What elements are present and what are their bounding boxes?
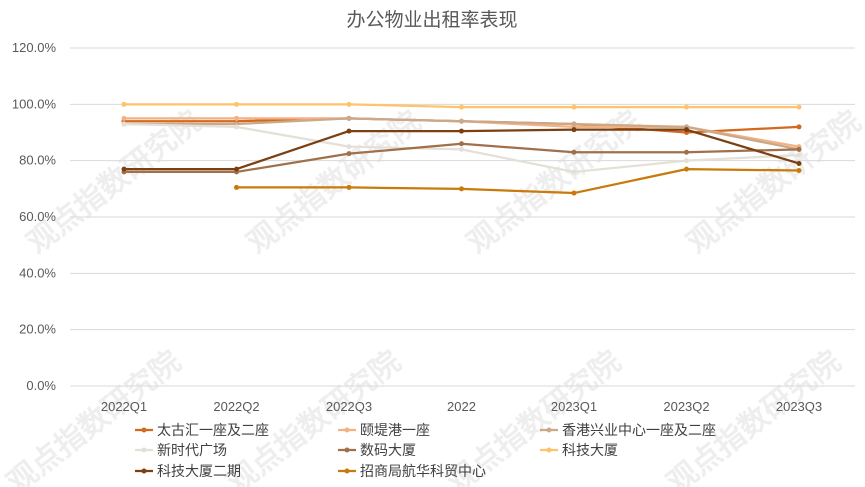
- x-tick-label: 2023Q1: [551, 399, 597, 414]
- series-line: [235, 167, 801, 195]
- legend-marker: [344, 468, 350, 474]
- y-tick-label: 20.0%: [19, 322, 56, 337]
- data-point: [121, 166, 127, 172]
- x-tick-label: 2022: [447, 399, 476, 414]
- y-axis-ticks: 0.0% 20.0% 40.0% 60.0% 80.0% 100.0% 120.0%: [12, 40, 57, 393]
- data-point: [121, 121, 127, 127]
- legend-label: 太古汇一座及二座: [157, 423, 269, 439]
- y-tick-label: 80.0%: [19, 153, 56, 168]
- chart-title: 办公物业出租率表现: [346, 9, 517, 31]
- data-point: [571, 127, 577, 133]
- legend-marker: [141, 468, 147, 474]
- watermark-text: 观点指数研究院: [21, 104, 208, 261]
- data-point: [684, 104, 689, 110]
- data-point: [346, 115, 352, 121]
- legend-label: 颐堤港一座: [360, 423, 430, 439]
- data-point: [459, 141, 464, 147]
- legend-label: 科技大厦二期: [157, 464, 241, 480]
- x-tick-label: 2022Q1: [101, 399, 147, 414]
- legend-label: 新时代广场: [157, 443, 227, 459]
- legend-marker: [141, 427, 147, 433]
- data-point: [459, 146, 464, 152]
- data-point: [346, 184, 352, 190]
- legend-marker: [141, 447, 147, 453]
- data-point: [459, 128, 464, 134]
- y-tick-label: 120.0%: [12, 40, 57, 55]
- data-point: [346, 144, 352, 150]
- data-point: [684, 166, 689, 172]
- legend-marker: [344, 447, 350, 453]
- data-point: [571, 169, 577, 175]
- legend-label: 招商局航华科贸中心: [360, 464, 486, 480]
- data-point: [796, 152, 802, 158]
- data-point: [796, 160, 802, 166]
- gridlines: [70, 47, 855, 387]
- watermark-text: 观点指数研究院: [241, 104, 428, 261]
- data-point: [571, 121, 577, 127]
- x-tick-label: 2022Q3: [326, 399, 372, 414]
- data-point: [234, 166, 239, 172]
- data-point: [796, 124, 802, 130]
- y-tick-label: 60.0%: [19, 209, 56, 224]
- x-tick-label: 2023Q2: [663, 399, 709, 414]
- data-point: [571, 149, 577, 155]
- watermark-text: 观点指数研究院: [661, 344, 848, 487]
- y-tick-label: 40.0%: [19, 265, 56, 280]
- data-point: [459, 118, 464, 124]
- data-point: [459, 186, 464, 192]
- legend-label: 科技大厦: [562, 443, 618, 459]
- x-tick-label: 2023Q3: [776, 399, 822, 414]
- legend-marker: [546, 447, 552, 453]
- y-tick-label: 100.0%: [12, 96, 57, 111]
- data-point: [684, 158, 689, 164]
- legend-marker: [546, 427, 552, 433]
- data-point: [571, 104, 577, 110]
- legend-label: 数码大厦: [360, 443, 416, 459]
- data-point: [459, 104, 464, 110]
- data-point: [346, 101, 352, 107]
- data-point: [121, 101, 127, 107]
- legend-label: 香港兴业中心一座及二座: [562, 423, 716, 439]
- data-point: [234, 124, 239, 130]
- data-point: [796, 168, 802, 174]
- data-point: [684, 127, 689, 133]
- y-tick-label: 0.0%: [26, 378, 56, 393]
- data-point: [346, 128, 352, 134]
- x-tick-label: 2022Q2: [213, 399, 259, 414]
- data-point: [234, 115, 239, 121]
- data-point: [796, 146, 802, 152]
- data-point: [684, 149, 689, 155]
- x-axis-ticks: 2022Q1 2022Q2 2022Q3 2022 2023Q1 2023Q2 2023Q3: [101, 399, 822, 414]
- data-point: [346, 151, 352, 157]
- data-point: [121, 115, 127, 121]
- data-point: [234, 184, 239, 190]
- data-point: [796, 104, 802, 110]
- data-point: [234, 101, 239, 107]
- legend-marker: [344, 427, 350, 433]
- data-point: [571, 190, 577, 196]
- series-lines: [121, 101, 802, 196]
